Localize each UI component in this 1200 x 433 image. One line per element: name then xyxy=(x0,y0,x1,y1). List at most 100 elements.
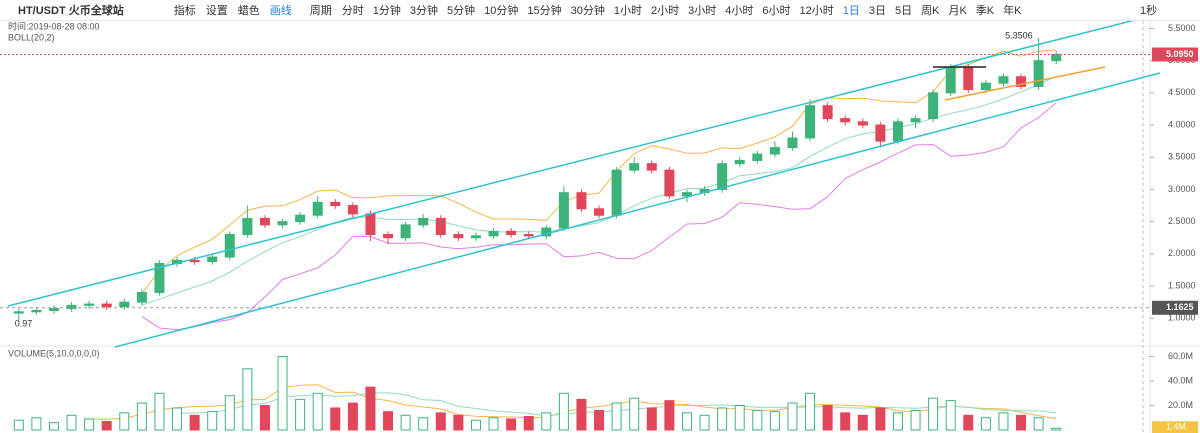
volume-bar xyxy=(840,412,851,431)
interval-button[interactable]: 12小时 xyxy=(799,5,834,17)
interval-button[interactable]: 3小时 xyxy=(688,5,717,17)
interval-button[interactable]: 1分钟 xyxy=(372,5,401,17)
volume-bar xyxy=(470,419,481,431)
volume-bar xyxy=(13,419,24,431)
candle-body xyxy=(488,230,499,237)
volume-bar xyxy=(172,407,183,431)
interval-button[interactable]: 分时 xyxy=(341,5,364,17)
interval-button[interactable]: 季K xyxy=(975,5,995,17)
period-button[interactable]: 周期 xyxy=(309,5,332,17)
candle-body xyxy=(242,217,253,236)
candle-body xyxy=(347,205,358,215)
candle-body xyxy=(910,118,921,123)
candle-body xyxy=(629,163,640,171)
volume-bar xyxy=(681,412,692,431)
volume-bar xyxy=(629,397,640,431)
trend-line xyxy=(114,72,1161,348)
interval-button[interactable]: 15分钟 xyxy=(527,5,562,17)
draw-button[interactable]: 画线 xyxy=(269,5,292,17)
candle-body xyxy=(681,192,692,197)
interval-button[interactable]: 年K xyxy=(1003,5,1022,17)
boll-label: BOLL(20,2) xyxy=(8,32,55,42)
interval-button[interactable]: 1小时 xyxy=(613,5,642,17)
color-button[interactable]: 蜡色 xyxy=(237,5,260,17)
volume-bar xyxy=(207,411,218,431)
volume-bar xyxy=(1016,414,1027,431)
volume-bar xyxy=(980,417,991,431)
candle-body xyxy=(840,118,851,123)
last-volume-box xyxy=(1152,421,1198,433)
candle-body xyxy=(787,137,798,149)
candle-body xyxy=(734,159,745,165)
clock: 1秒 xyxy=(1140,5,1158,17)
chart: 时间:2019-08-28 08:00 BOLL(20,2) VOLUME(5,… xyxy=(0,21,1200,433)
interval-button[interactable]: 5分钟 xyxy=(446,5,476,17)
settings-button[interactable]: 设置 xyxy=(205,5,228,17)
candle-body xyxy=(365,213,376,236)
volume-bar xyxy=(400,414,411,431)
volume-bar xyxy=(224,395,235,431)
trend-line xyxy=(944,66,1106,101)
volume-bar xyxy=(435,412,446,431)
volume-bar xyxy=(101,420,112,431)
interval-button[interactable]: 2小时 xyxy=(650,5,680,17)
volume-bar xyxy=(506,418,517,431)
volume-bar xyxy=(312,392,323,431)
candle-body xyxy=(558,192,569,229)
interval-button[interactable]: 6小时 xyxy=(762,5,791,17)
candle-body xyxy=(541,227,552,237)
candle-body xyxy=(576,192,587,210)
candle-body xyxy=(822,105,833,120)
interval-button[interactable]: 10分钟 xyxy=(484,5,519,17)
candle-body xyxy=(453,234,464,239)
candle-body xyxy=(154,263,165,293)
candle-body xyxy=(418,217,429,226)
crosshair-label: 1.1625 xyxy=(1166,302,1194,312)
interval-button[interactable]: 1日 xyxy=(842,5,860,17)
max-label: 5.3506 xyxy=(1005,30,1033,40)
plot: 1.0000 1.5000 2.0000 2.5000 3.0000 3.5000 4.00… xyxy=(0,23,1198,433)
interval-button[interactable]: 3分钟 xyxy=(409,5,438,17)
interval-button[interactable]: 3日 xyxy=(868,5,886,17)
volume-bar xyxy=(910,409,921,431)
interval-button[interactable]: 5日 xyxy=(894,5,913,17)
volume-bar xyxy=(576,398,587,431)
volume-bar xyxy=(787,402,798,431)
interval-button[interactable]: 4小时 xyxy=(725,5,754,17)
candle-body xyxy=(207,256,218,263)
volume-bar xyxy=(31,417,42,431)
candle-body xyxy=(506,230,517,236)
interval-button[interactable]: 周K xyxy=(921,5,940,17)
y-tick-label: 4.5000 xyxy=(1168,87,1196,97)
volume-bar xyxy=(752,409,763,431)
volume-bar xyxy=(523,416,534,431)
candle-body xyxy=(13,311,24,314)
interval-list: 分时 1分钟 3分钟 5分钟 10分钟 15分钟 30分钟 1小时 2小时 3小时 4小时 6小时 12… xyxy=(342,2,1031,18)
volume-bar xyxy=(963,414,974,431)
volume-bar xyxy=(295,398,306,431)
volume-bar xyxy=(330,407,341,431)
volume-bar xyxy=(383,411,394,431)
candle-body xyxy=(295,214,306,223)
candle-body xyxy=(1016,76,1027,87)
interval-button[interactable]: 30分钟 xyxy=(570,5,605,17)
volume-tick-label: 20.0M xyxy=(1168,400,1193,410)
min-label: 0.97 xyxy=(15,319,33,329)
candle-body xyxy=(136,291,147,303)
volume-bar xyxy=(769,411,780,431)
candle-body xyxy=(66,304,77,310)
volume-bar xyxy=(189,414,200,431)
candle-body xyxy=(435,217,446,236)
candle-body xyxy=(259,217,270,226)
volume-bar xyxy=(488,417,499,431)
volume-bar xyxy=(664,400,675,431)
volume-bar xyxy=(66,414,77,431)
last-volume-label: 1.4M xyxy=(1166,422,1186,432)
volume-bar xyxy=(48,422,59,431)
candle-body xyxy=(928,92,939,120)
y-tick-label: 3.0000 xyxy=(1168,184,1196,194)
candle-body xyxy=(998,76,1009,84)
interval-button[interactable]: 月K xyxy=(948,5,967,17)
candle-body xyxy=(594,208,605,216)
indicator-button[interactable]: 指标 xyxy=(173,5,196,17)
